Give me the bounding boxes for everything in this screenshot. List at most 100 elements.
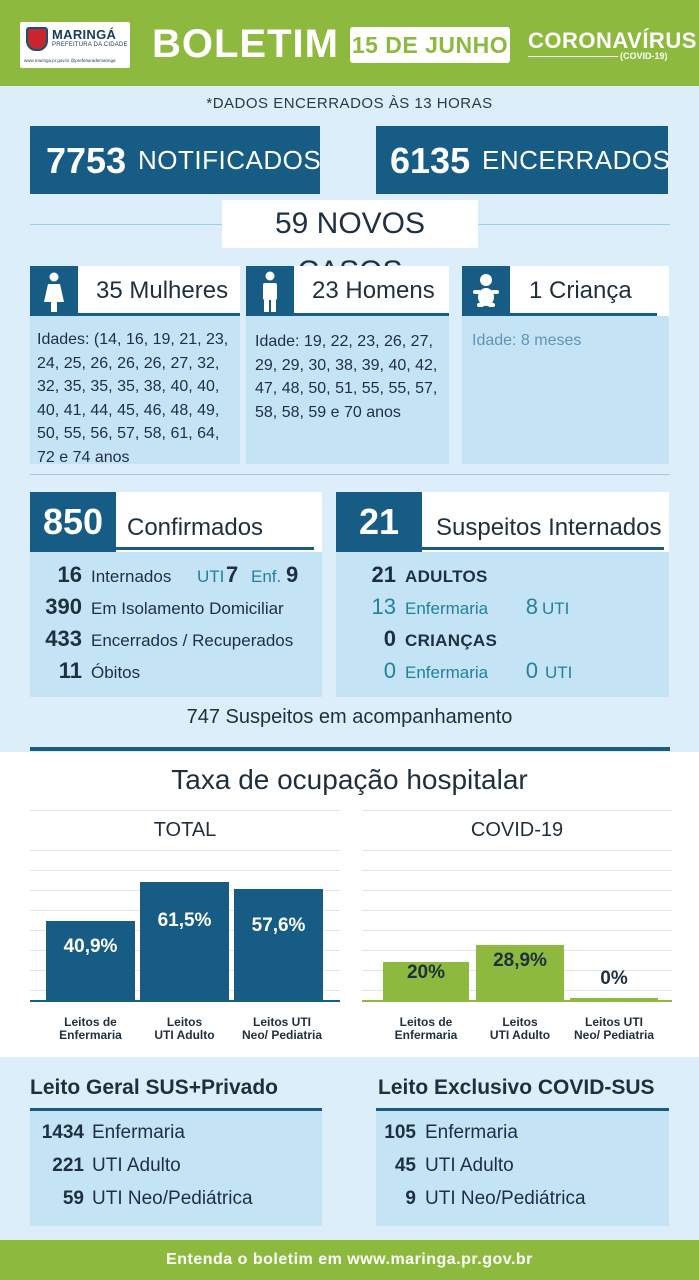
novos-casos-box: 59 NOVOS CASOS (222, 200, 478, 288)
homens-ages-line: 47, 48, 50, 51, 55, 55, 57, (255, 380, 438, 397)
xlabel-uti-adulto: Leitos UTI Adulto (140, 1016, 229, 1042)
grid-line (362, 850, 672, 851)
encerrados-label: ENCERRADOS (482, 145, 671, 175)
label-total-enfermaria: 40,9% (63, 936, 118, 958)
grid-line (30, 870, 340, 871)
leito-covid-underline (376, 1108, 669, 1111)
bar-covid-uti-neo (570, 998, 658, 1000)
grid-line (362, 870, 672, 871)
crianca-title: 1 Criança (529, 277, 632, 304)
xlabel-line: Leitos (166, 1015, 203, 1029)
label-covid-uti-neo: 0% (600, 968, 628, 989)
bar-total-enfermaria (46, 921, 135, 1000)
homens-title-underline (294, 313, 449, 316)
mulheres-title-underline (78, 313, 240, 316)
notificados-box: 7753 NOTIFICADOS (30, 126, 321, 194)
criancas-enfermaria-label: Enfermaria (405, 663, 489, 682)
xlabel-enfermaria: Leitos de Enfermaria (383, 1016, 469, 1042)
mulheres-ages-line: 32, 35, 35, 35, 38, 40, 40, (37, 378, 220, 395)
grid-line (30, 850, 340, 851)
isolamento-number: 390 (45, 594, 82, 619)
bar-covid-uti-adulto (476, 944, 564, 1000)
leito-geral-underline (30, 1108, 322, 1111)
xlabel-enfermaria: Leitos de Enfermaria (46, 1016, 135, 1042)
obitos-number: 11 (58, 658, 82, 683)
mulheres-ages-line: 72 e 74 anos (37, 448, 130, 466)
footer-link[interactable]: Entenda o boletim em www.maringa.pr.gov.… (0, 1240, 699, 1280)
section-divider (30, 747, 670, 751)
acompanhamento-text: 747 Suspeitos em acompanhamento (186, 706, 513, 728)
mulheres-ages: Idades: (14, 16, 19, 21, 23, 24, 25, 26,… (37, 328, 242, 469)
homens-ages-line: 58, 58, 59 e 70 anos (255, 403, 401, 421)
leito-covid-uti-neo-number: 9 (405, 1188, 416, 1209)
leito-geral-box (30, 1111, 322, 1226)
leito-geral-uti-neo-label: UTI Neo/Pediátrica (92, 1188, 253, 1209)
homens-ages: Idade: 19, 22, 23, 26, 27, 29, 29, 30, 3… (255, 330, 450, 424)
city-logo: MARINGÁ PREFEITURA DA CIDADE www.maringa… (20, 22, 130, 68)
xlabel-line: UTI Adulto (154, 1028, 215, 1042)
internados-label: Internados (91, 567, 172, 586)
xlabel-line: Enfermaria (394, 1028, 458, 1042)
xlabel-line: UTI Adulto (489, 1028, 551, 1042)
bar-total-uti-adulto (140, 881, 229, 1000)
mulheres-ages-line: 40, 41, 44, 45, 46, 48, 49, (37, 401, 220, 419)
mulheres-title: 35 Mulheres (96, 277, 229, 304)
mulheres-ages-line: 24, 25, 26, 26, 26, 27, 32, (37, 354, 220, 372)
grid-line (362, 810, 672, 811)
chart-total-baseline (30, 1000, 340, 1002)
internados-number: 16 (57, 562, 82, 587)
label-covid-uti-adulto: 28,9% (493, 950, 547, 972)
homens-ages-line: 29, 29, 30, 38, 39, 40, 42, (255, 356, 438, 374)
xlabel-line: Leitos de (64, 1015, 117, 1029)
adultos-label: ADULTOS (405, 567, 488, 586)
topic-subtitle: (COVID-19) (620, 51, 668, 61)
adultos-enfermaria-number: 13 (371, 594, 396, 619)
grid-line (362, 910, 672, 911)
grid-line (362, 890, 672, 891)
enf-label: Enf. (251, 567, 282, 586)
leito-covid-enfermaria-number: 105 (384, 1122, 416, 1143)
criancas-number: 0 (383, 626, 396, 651)
topic-divider (528, 56, 618, 57)
logo-links: www.maringa.pr.gov.br @prefeiturademarin… (24, 58, 116, 63)
confirmados-number: 850 (30, 492, 116, 552)
encerrados-number: 6135 (390, 140, 471, 181)
confirmados-title: Confirmados (127, 514, 264, 541)
divider (30, 474, 670, 475)
grid-line (30, 810, 340, 811)
xlabel-line: Enfermaria (59, 1028, 122, 1042)
bar-total-uti-neo (234, 889, 323, 1000)
uti-label: UTI (197, 567, 225, 586)
xlabel-line: Leitos de (399, 1015, 453, 1029)
recuperados-number: 433 (45, 626, 82, 651)
leito-covid-uti-adulto-number: 45 (394, 1155, 416, 1176)
date-text: 15 DE JUNHO (351, 32, 509, 58)
suspeitos-title: Suspeitos Internados (436, 514, 662, 541)
leito-geral-enfermaria-label: Enfermaria (92, 1122, 185, 1143)
chart-covid-title: COVID-19 (470, 819, 564, 841)
mulheres-ages-line: Idades: (14, 16, 19, 21, 23, (37, 331, 229, 348)
suspeitos-underline (422, 547, 664, 550)
isolamento-label: Em Isolamento Domiciliar (91, 599, 284, 618)
adultos-enfermaria-label: Enfermaria (405, 599, 489, 618)
label-covid-enfermaria: 20% (406, 962, 446, 984)
leito-covid-uti-neo-label: UTI Neo/Pediátrica (425, 1188, 586, 1209)
grid-line (362, 930, 672, 931)
xlabel-line: Neo/ Pediatria (241, 1028, 323, 1042)
leito-covid-uti-adulto-label: UTI Adulto (425, 1155, 514, 1176)
confirmados-underline (116, 547, 314, 550)
leito-covid-box (376, 1111, 669, 1226)
topic-title: CORONAVÍRUS (528, 28, 697, 53)
crianca-title-underline (510, 313, 657, 316)
leito-geral-title: Leito Geral SUS+Privado (30, 1076, 279, 1099)
xlabel-uti-neo: Leitos UTI Neo/ Pediatria (566, 1016, 662, 1042)
encerrados-box: 6135 ENCERRADOS (376, 126, 671, 194)
crianca-ages: Idade: 8 meses (472, 332, 582, 349)
adultos-uti-label: UTI (542, 599, 570, 618)
criancas-uti-number: 0 (525, 658, 538, 683)
leito-geral-uti-adulto-label: UTI Adulto (92, 1155, 181, 1176)
xlabel-line: Neo/ Pediatria (573, 1028, 655, 1042)
xlabel-line: Leitos UTI (252, 1015, 311, 1029)
criancas-enfermaria-number: 0 (383, 658, 396, 683)
obitos-label: Óbitos (91, 663, 141, 682)
